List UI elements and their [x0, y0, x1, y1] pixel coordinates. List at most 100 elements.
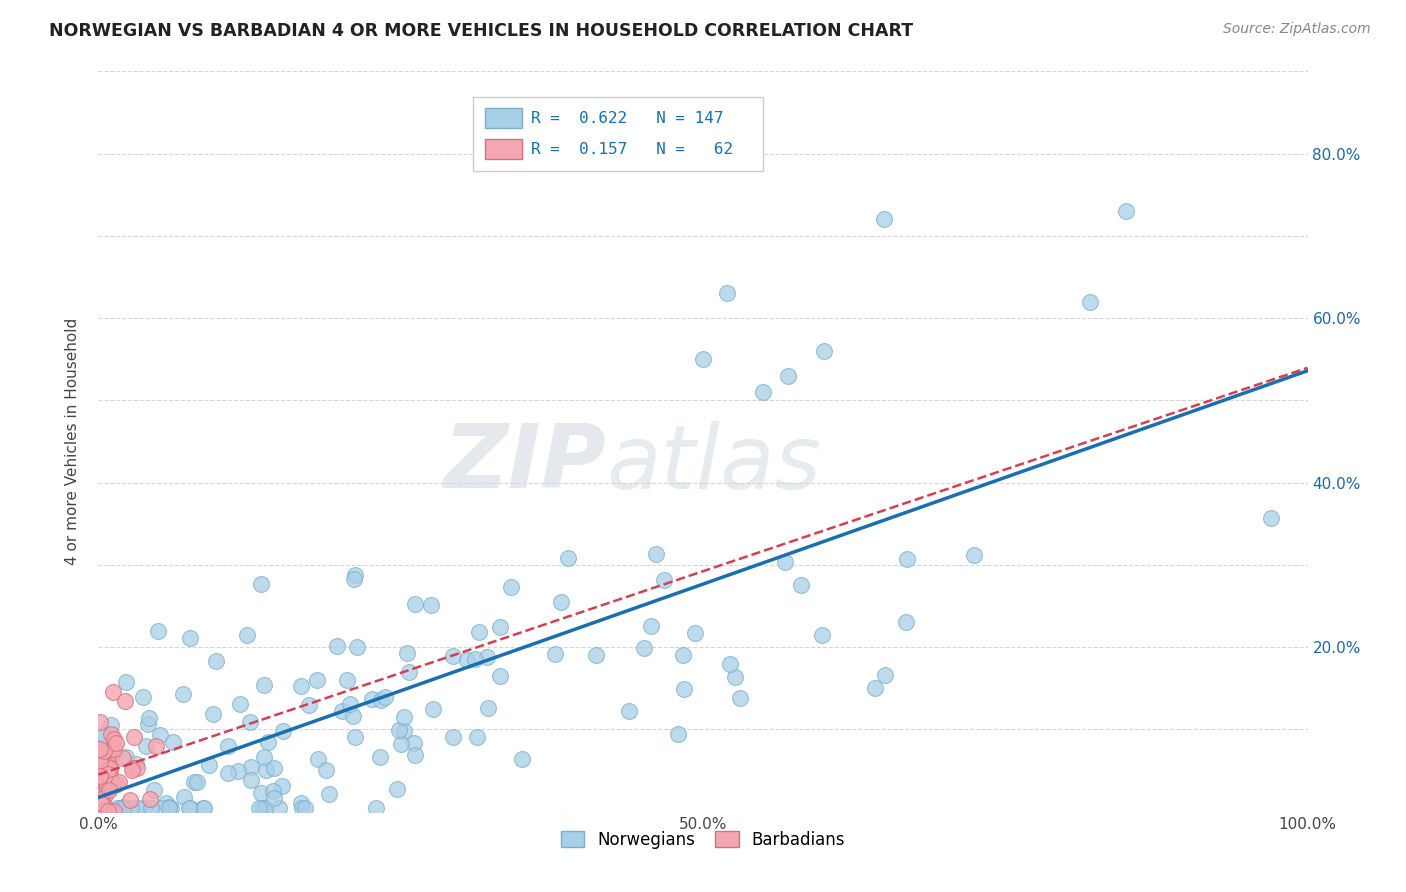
- Point: [291, 800, 314, 814]
- Point: [122, 730, 145, 744]
- Point: [315, 763, 337, 777]
- Point: [121, 763, 143, 777]
- Point: [172, 687, 194, 701]
- Point: [139, 792, 162, 806]
- Point: [298, 698, 321, 712]
- Point: [91, 747, 114, 761]
- Point: [813, 344, 835, 359]
- Point: [307, 673, 329, 687]
- Point: [93, 728, 115, 742]
- Text: Source: ZipAtlas.com: Source: ZipAtlas.com: [1223, 22, 1371, 37]
- Point: [894, 615, 917, 629]
- Point: [114, 750, 136, 764]
- Point: [550, 594, 572, 608]
- Point: [115, 674, 138, 689]
- Point: [640, 619, 662, 633]
- Point: [96, 760, 118, 774]
- Point: [100, 747, 122, 762]
- Point: [270, 780, 292, 794]
- Point: [111, 800, 134, 814]
- Point: [773, 555, 796, 569]
- Point: [217, 739, 239, 754]
- Point: [155, 796, 177, 810]
- Point: [336, 673, 359, 687]
- Point: [89, 772, 111, 786]
- Point: [441, 648, 464, 663]
- Point: [204, 653, 226, 667]
- Point: [240, 772, 263, 787]
- Point: [89, 756, 111, 770]
- Point: [96, 747, 118, 762]
- Point: [388, 723, 411, 738]
- Point: [290, 796, 312, 810]
- Point: [465, 730, 488, 744]
- Point: [263, 761, 285, 775]
- Point: [752, 385, 775, 400]
- Point: [441, 730, 464, 744]
- Point: [654, 573, 676, 587]
- Point: [387, 782, 409, 797]
- Point: [247, 800, 270, 814]
- Point: [97, 804, 120, 818]
- Point: [114, 694, 136, 708]
- FancyBboxPatch shape: [485, 108, 522, 128]
- Point: [262, 784, 284, 798]
- Point: [93, 800, 115, 814]
- Point: [157, 800, 180, 814]
- Point: [101, 777, 124, 791]
- Point: [489, 620, 512, 634]
- Point: [142, 782, 165, 797]
- Point: [250, 786, 273, 800]
- Point: [250, 577, 273, 591]
- Point: [157, 800, 180, 814]
- Point: [138, 711, 160, 725]
- Point: [100, 727, 122, 741]
- Point: [228, 764, 250, 779]
- Point: [132, 800, 155, 814]
- Point: [94, 769, 117, 783]
- Point: [477, 701, 499, 715]
- Point: [101, 745, 124, 759]
- Point: [346, 640, 368, 654]
- Text: NORWEGIAN VS BARBADIAN 4 OR MORE VEHICLES IN HOUSEHOLD CORRELATION CHART: NORWEGIAN VS BARBADIAN 4 OR MORE VEHICLE…: [49, 22, 914, 40]
- Point: [1078, 294, 1101, 309]
- Point: [98, 764, 121, 778]
- Point: [1260, 511, 1282, 525]
- Point: [896, 552, 918, 566]
- Point: [239, 760, 262, 774]
- Point: [873, 212, 896, 227]
- Point: [368, 750, 391, 764]
- Point: [692, 352, 714, 367]
- Point: [105, 776, 128, 790]
- Point: [290, 679, 312, 693]
- Point: [201, 706, 224, 721]
- Point: [343, 731, 366, 745]
- Point: [159, 800, 181, 814]
- Point: [271, 723, 294, 738]
- Point: [198, 757, 221, 772]
- Point: [104, 736, 127, 750]
- Point: [404, 597, 426, 611]
- Point: [91, 753, 114, 767]
- Point: [89, 769, 111, 783]
- Point: [94, 756, 117, 771]
- Point: [420, 598, 443, 612]
- Point: [364, 800, 387, 814]
- Point: [93, 770, 115, 784]
- Point: [253, 749, 276, 764]
- Point: [89, 787, 111, 801]
- Point: [253, 678, 276, 692]
- Point: [488, 669, 510, 683]
- Point: [103, 804, 125, 818]
- Point: [101, 685, 124, 699]
- Point: [392, 710, 415, 724]
- Point: [342, 709, 364, 723]
- Point: [330, 704, 353, 718]
- Point: [97, 767, 120, 781]
- Point: [1115, 204, 1137, 219]
- Point: [93, 729, 115, 743]
- Point: [254, 800, 277, 814]
- Point: [236, 628, 259, 642]
- Point: [127, 800, 149, 814]
- Point: [100, 718, 122, 732]
